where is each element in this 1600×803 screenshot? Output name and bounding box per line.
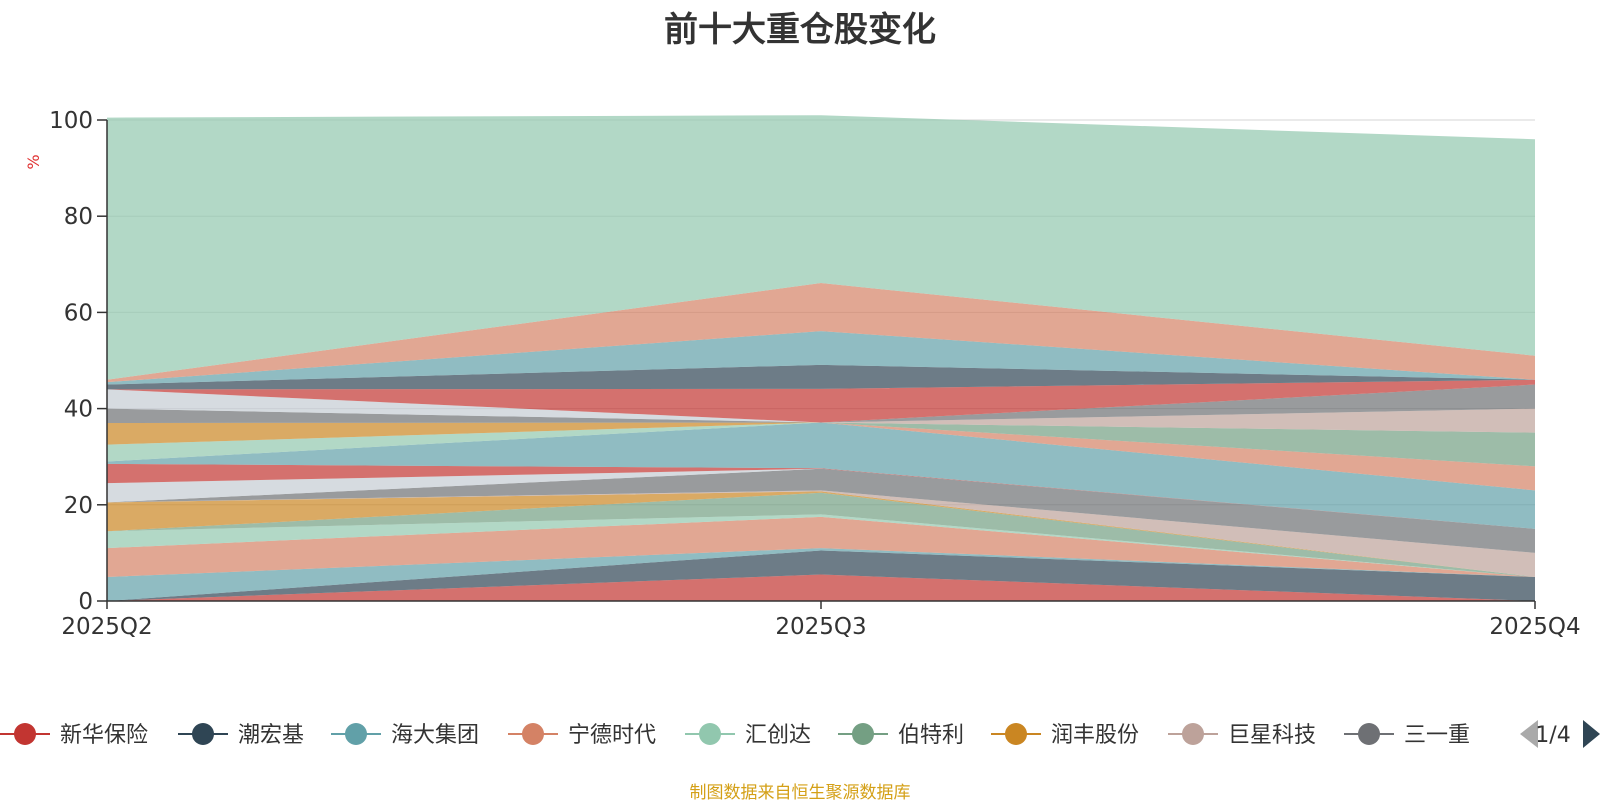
area-series-14[interactable] (107, 408, 1535, 491)
legend-label: 三一重 (1404, 723, 1470, 748)
legend-item[interactable]: 海大集团 (331, 723, 479, 748)
legend-marker (522, 723, 544, 745)
area-series-9[interactable] (107, 468, 1535, 529)
legend-label: 汇创达 (745, 723, 811, 748)
area-series-10[interactable] (107, 463, 1535, 529)
legend[interactable]: 新华保险 潮宏基 海大集团 宁德时代 汇创达 伯特利 润丰股份 巨星科技 三一重 1/4 (0, 720, 1600, 748)
legend-label: 潮宏基 (238, 723, 304, 748)
legend-item[interactable]: 润丰股份 (991, 723, 1139, 748)
y-axis-unit-label: % (24, 154, 43, 169)
area-series-5[interactable] (107, 492, 1535, 577)
legend-item[interactable]: 汇创达 (685, 723, 811, 748)
x-tick-label: 2025Q4 (1489, 614, 1580, 640)
legend-marker (852, 723, 874, 745)
y-tick-label: 0 (78, 589, 93, 615)
area-series-2[interactable] (107, 548, 1535, 601)
area-series-13[interactable] (107, 422, 1535, 491)
area-series-21[interactable] (107, 364, 1535, 390)
legend-label: 润丰股份 (1051, 723, 1139, 748)
area-series-18[interactable] (107, 389, 1535, 433)
area-series-24[interactable] (107, 115, 1535, 380)
area-series-8[interactable] (107, 468, 1535, 553)
area-series-12[interactable] (107, 422, 1535, 491)
legend-marker (192, 723, 214, 745)
area-series-0[interactable] (107, 574, 1535, 601)
legend-marker (1182, 723, 1204, 745)
y-tick-label: 60 (64, 300, 93, 326)
x-tick-label: 2025Q3 (775, 614, 866, 640)
legend-marker (1358, 723, 1380, 745)
y-tick-label: 80 (64, 204, 93, 230)
legend-label: 新华保险 (60, 723, 148, 748)
legend-prev-page-icon[interactable] (1520, 720, 1538, 748)
legend-marker (1005, 723, 1027, 745)
legend-item[interactable]: 巨星科技 (1168, 723, 1316, 748)
legend-marker (14, 723, 36, 745)
area-series-20[interactable] (107, 379, 1535, 423)
area-series-15[interactable] (107, 389, 1535, 491)
legend-label: 巨星科技 (1228, 723, 1316, 748)
legend-label: 宁德时代 (568, 723, 656, 748)
area-series-11[interactable] (107, 422, 1535, 529)
legend-item[interactable]: 新华保险 (0, 723, 148, 748)
legend-next-page-icon[interactable] (1583, 720, 1600, 748)
chart-title: 前十大重仓股变化 (664, 10, 936, 50)
y-tick-label: 40 (64, 397, 93, 423)
area-series-4[interactable] (107, 514, 1535, 577)
axis-layer: 0 20 40 60 80 100 2025Q2 2025Q3 2025Q4% (24, 108, 1581, 640)
legend-marker (345, 723, 367, 745)
x-tick-label: 2025Q2 (61, 614, 152, 640)
legend-marker (699, 723, 721, 745)
legend-item[interactable]: 伯特利 (838, 723, 964, 748)
legend-label: 伯特利 (898, 723, 964, 748)
source-note: 制图数据来自恒生聚源数据库 (689, 783, 911, 803)
legend-item[interactable]: 潮宏基 (178, 723, 304, 748)
area-series-7[interactable] (107, 490, 1535, 577)
legend-page-indicator: 1/4 (1535, 723, 1570, 748)
legend-label: 海大集团 (391, 723, 479, 748)
y-tick-label: 100 (49, 108, 93, 134)
area-series-19[interactable] (107, 384, 1535, 423)
area-series-23[interactable] (107, 283, 1535, 383)
legend-item[interactable]: 宁德时代 (508, 723, 656, 748)
area-series-22[interactable] (107, 331, 1535, 385)
series-layer (107, 115, 1535, 601)
area-series-1[interactable] (107, 550, 1535, 601)
legend-item[interactable]: 三一重 (1344, 723, 1470, 748)
y-tick-label: 20 (64, 493, 93, 519)
area-series-3[interactable] (107, 516, 1535, 577)
